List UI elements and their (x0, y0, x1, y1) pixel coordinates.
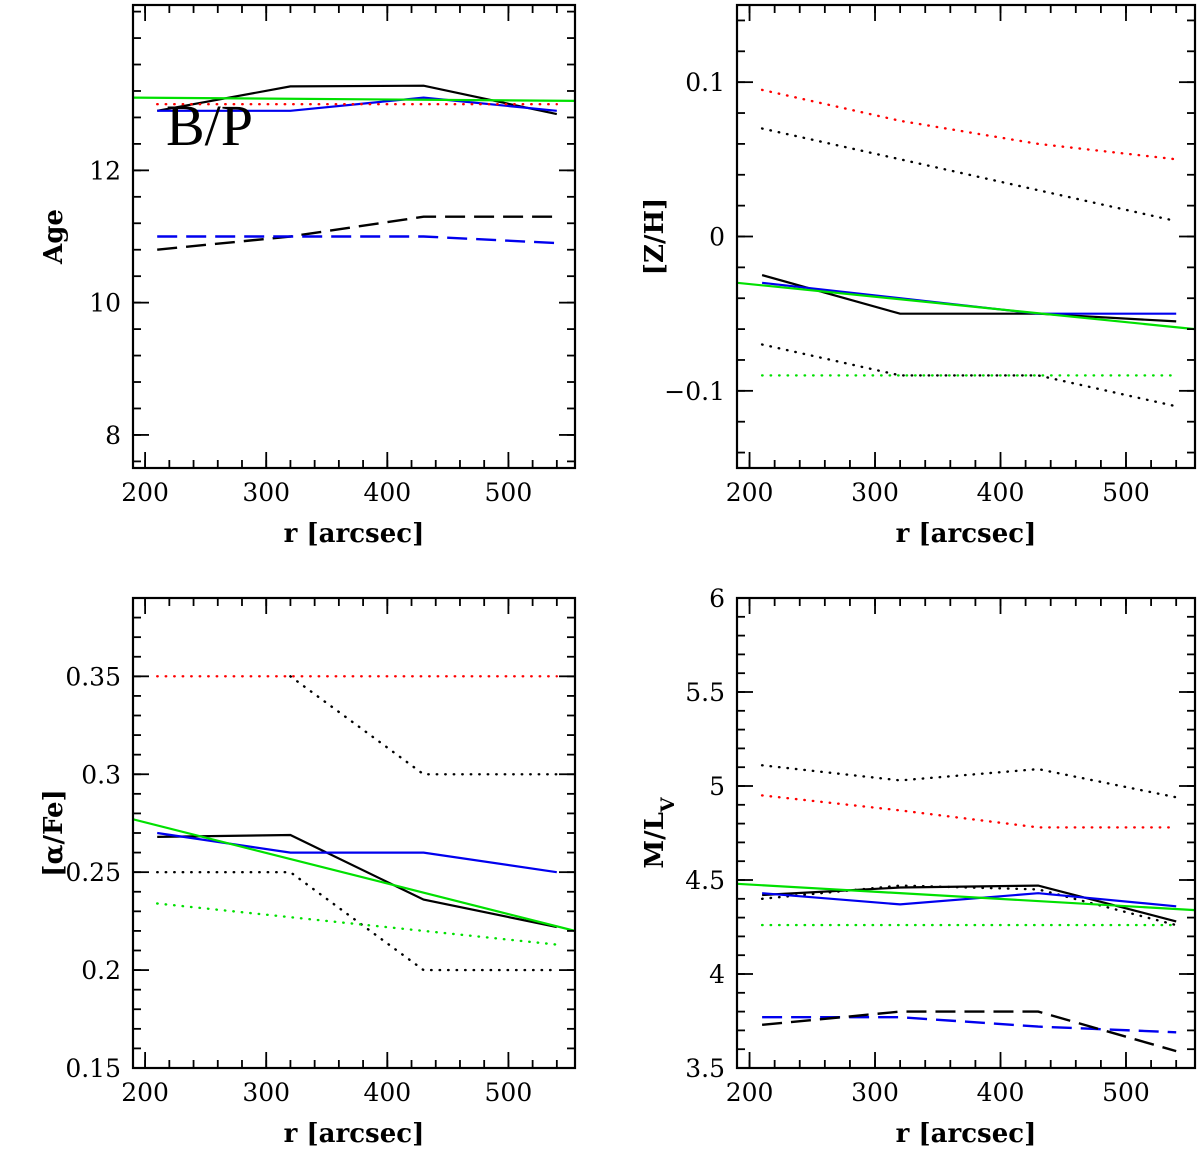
y-tick-label: 0.3 (81, 760, 121, 789)
ml-panel: 200 300 400 500 3.5 4 4.5 5 5.5 6 r [arcsec] M/LV (640, 584, 1197, 1149)
plot-area (737, 88, 1195, 408)
x-tick-label: 400 (977, 478, 1025, 507)
series-line-blue-dashed (157, 235, 557, 245)
series-line-black-dashed (761, 1010, 1177, 1053)
series-line-green-dotted (155, 902, 558, 946)
y-axis-label-text: Age (39, 209, 69, 265)
zh-panel: 200 300 400 500 −0.1 0 0.1 r [arcsec] [Z/H] (640, 3, 1197, 549)
series-line-black-dotted (760, 343, 1178, 408)
x-axis-label: r [arcsec] (284, 519, 425, 549)
panel-annotation: B/P (166, 93, 253, 158)
y-axis-label: Age (39, 209, 69, 265)
y-tick-label: 0.1 (685, 68, 725, 97)
series-line-green-solid (737, 882, 1195, 912)
y-tick-label: 4.5 (685, 866, 725, 895)
series-line-black-solid (762, 884, 1177, 923)
x-axis-label: r [arcsec] (896, 1119, 1037, 1149)
plot-area (133, 675, 575, 972)
y-tick-label: 3.5 (685, 1054, 725, 1083)
y-axis-label-subscript: V (657, 796, 679, 813)
y-tick-label: −0.1 (664, 377, 725, 406)
y-tick-label: 0.2 (81, 956, 121, 985)
plot-area (133, 84, 575, 251)
series-line-black-dotted (760, 884, 1178, 927)
x-tick-label: 500 (1102, 1078, 1150, 1107)
y-tick-label: 4 (709, 960, 725, 989)
series-line-blue-solid (761, 281, 1177, 315)
series-line-green-solid (737, 281, 1195, 331)
plot-frame (735, 3, 1197, 470)
y-axis-label-text: [α/Fe] (39, 789, 69, 877)
y-axis-label: [Z/H] (640, 198, 670, 276)
alphafe-panel: 200 300 400 500 0.15 0.2 0.25 0.3 0.35 r [arcsec]… (39, 596, 577, 1149)
series-line-black-dashed (157, 215, 557, 251)
y-axis-label: M/LV (640, 796, 679, 869)
y-tick-label: 6 (709, 584, 725, 613)
plot-frame (735, 596, 1197, 1070)
x-tick-label: 500 (485, 1078, 533, 1107)
x-tick-label: 200 (726, 1078, 774, 1107)
x-axis-label: r [arcsec] (284, 1119, 425, 1149)
x-tick-label: 300 (242, 1078, 290, 1107)
series-line-black-dotted (760, 764, 1178, 799)
x-tick-label: 200 (121, 478, 169, 507)
x-tick-label: 500 (1102, 478, 1150, 507)
age-panel: 200 300 400 500 8 10 12 r [arcsec] Age B/P (39, 3, 577, 549)
plot-frame (131, 3, 577, 470)
x-tick-label: 400 (977, 1078, 1025, 1107)
y-tick-label: 0.35 (65, 662, 121, 691)
x-tick-label: 200 (121, 1078, 169, 1107)
y-tick-label: 5.5 (685, 678, 725, 707)
plot-area (737, 764, 1195, 1053)
x-axis-label: r [arcsec] (896, 519, 1037, 549)
y-tick-label: 8 (105, 421, 121, 450)
series-line-blue-solid (762, 892, 1177, 908)
series-line-green-solid (133, 818, 575, 932)
x-tick-label: 300 (242, 478, 290, 507)
series-line-red-dotted (760, 794, 1178, 829)
y-axis-label-text: [Z/H] (640, 198, 670, 276)
plot-frame (131, 596, 577, 1070)
y-tick-label: 10 (89, 289, 121, 318)
x-tick-label: 500 (485, 478, 533, 507)
series-line-black-dotted (289, 675, 558, 776)
y-axis-label: [α/Fe] (39, 789, 69, 877)
series-line-green-solid (133, 96, 575, 102)
y-tick-label: 0.15 (65, 1054, 121, 1083)
series-line-black-dotted (155, 871, 558, 972)
series-line-black-solid (761, 274, 1177, 323)
x-tick-label: 400 (363, 1078, 411, 1107)
y-tick-label: 12 (89, 156, 121, 185)
x-tick-label: 400 (363, 478, 411, 507)
x-tick-label: 300 (851, 1078, 899, 1107)
x-tick-label: 200 (726, 478, 774, 507)
y-axis-label-text: M/L (640, 812, 670, 869)
series-line-black-solid (157, 833, 558, 929)
series-line-red-dotted (760, 88, 1178, 161)
series-line-black-dotted (760, 127, 1178, 223)
x-tick-label: 300 (851, 478, 899, 507)
y-tick-label: 0 (709, 223, 725, 252)
y-tick-label: 0.25 (65, 858, 121, 887)
y-tick-label: 5 (709, 772, 725, 801)
